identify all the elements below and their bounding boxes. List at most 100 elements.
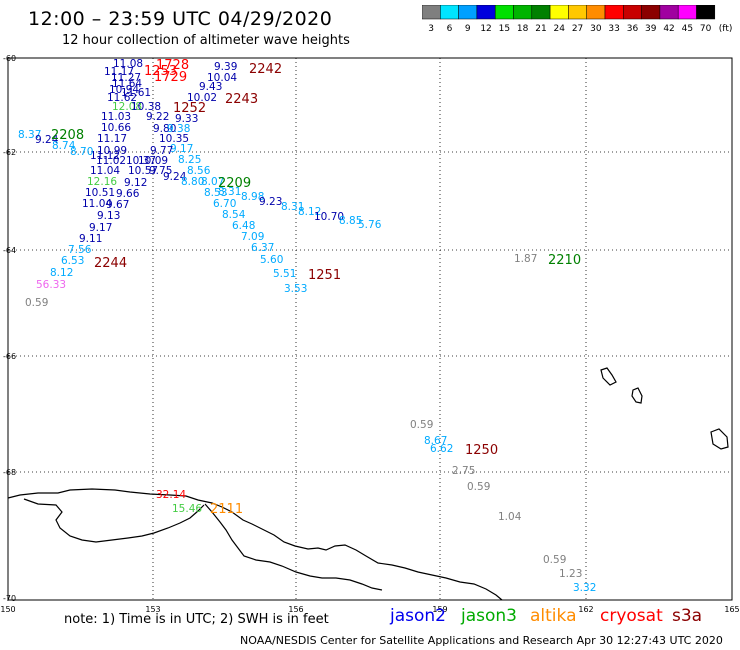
map-axis-labels: -60 -62 -64 -66 -68 -70 150 153 156 159 162 165 bbox=[0, 54, 739, 614]
islands bbox=[600, 367, 729, 450]
wave-height-label: 9.17 bbox=[170, 143, 193, 155]
wave-height-label: 11.17 bbox=[104, 66, 134, 78]
pass-time-label: 1252 bbox=[173, 101, 206, 116]
wave-height-label: 9.24 bbox=[35, 134, 59, 146]
legend-tick-label: 30 bbox=[590, 24, 602, 34]
wave-height-label: 1.87 bbox=[514, 253, 537, 265]
wave-height-label: 8.67 bbox=[424, 435, 447, 447]
legend-tick-label: 21 bbox=[535, 24, 546, 34]
wave-height-label: 11.12 bbox=[90, 150, 120, 162]
wave-height-label: 9.17 bbox=[89, 222, 112, 234]
pass-time-label: 2242 bbox=[249, 62, 282, 77]
pass-time-label: 1250 bbox=[465, 443, 498, 458]
legend-tick-label: 12 bbox=[480, 24, 491, 34]
wave-height-label: 10.09 bbox=[138, 155, 168, 167]
wave-height-label: 9.67 bbox=[106, 199, 129, 211]
wave-height-label: 8.70 bbox=[70, 146, 93, 158]
wave-height-label: 6.53 bbox=[61, 255, 84, 267]
wave-height-label: 10.35 bbox=[159, 133, 189, 145]
wave-height-label: 8.98 bbox=[241, 191, 264, 203]
lat-label: -62 bbox=[3, 148, 16, 157]
wave-height-label: 11.04 bbox=[82, 198, 112, 210]
wave-height-label: 10.38 bbox=[131, 101, 161, 113]
legend-tick-label: 27 bbox=[572, 24, 583, 34]
wave-height-label: 6.62 bbox=[430, 443, 453, 455]
wave-height-label: 9.24 bbox=[163, 171, 187, 183]
island-2 bbox=[631, 387, 643, 404]
wave-height-label: 10.51 bbox=[85, 187, 115, 199]
legend-unit: (ft) bbox=[719, 24, 732, 34]
lon-label: 153 bbox=[145, 605, 160, 614]
legend-tick-label: 42 bbox=[663, 24, 674, 34]
wave-height-label: 9.77 bbox=[150, 145, 173, 157]
wave-height-label: 8.54 bbox=[222, 209, 246, 221]
wave-height-label: 5.51 bbox=[273, 268, 296, 280]
legend-swatch bbox=[696, 5, 716, 20]
wave-height-label: 10.66 bbox=[101, 122, 131, 134]
wave-height-label: 56.33 bbox=[36, 279, 66, 291]
wave-height-label: 1.04 bbox=[498, 511, 522, 523]
wave-height-label: 8.37 bbox=[18, 129, 41, 141]
lat-label: -60 bbox=[3, 54, 16, 63]
wave-height-label: 11.02 bbox=[96, 155, 126, 167]
wave-height-label: 1.23 bbox=[559, 568, 582, 580]
legend-tick-label: 70 bbox=[700, 24, 712, 34]
legend-tick-label: 24 bbox=[554, 24, 566, 34]
pass-time-label: 2208 bbox=[51, 128, 84, 143]
lon-label: 162 bbox=[578, 605, 593, 614]
page-title: 12:00 – 23:59 UTC 04/29/2020 bbox=[28, 8, 333, 30]
lon-label: 156 bbox=[288, 605, 303, 614]
wave-height-label: 9.66 bbox=[116, 188, 140, 200]
wave-height-label: 9.43 bbox=[199, 81, 222, 93]
wave-height-label: 10.04 bbox=[207, 72, 237, 84]
color-legend: 3 6 9 12 15 18 21 24 27 30 33 36 39 42 45 70 (ft) bbox=[422, 5, 732, 34]
wave-height-label: 11.62 bbox=[107, 92, 137, 104]
wave-height-label: 10.70 bbox=[314, 211, 344, 223]
lat-label: -64 bbox=[3, 246, 16, 255]
pass-time-label: 2209 bbox=[218, 176, 251, 191]
wave-height-label: 11.03 bbox=[101, 111, 131, 123]
wave-height-label: 8.25 bbox=[178, 154, 201, 166]
coastline bbox=[7, 488, 503, 601]
wave-height-label: 9.23 bbox=[259, 196, 282, 208]
wave-height-label: 0.59 bbox=[410, 419, 433, 431]
legend-s3a: s3a bbox=[672, 606, 703, 626]
wave-height-label: 8.85 bbox=[339, 215, 362, 227]
lon-label: 159 bbox=[432, 605, 447, 614]
wave-height-label: 11.17 bbox=[97, 133, 127, 145]
wave-height-label: 8.53 bbox=[204, 187, 227, 199]
wave-height-label: 2.75 bbox=[452, 465, 475, 477]
wave-height-label: 10.02 bbox=[187, 92, 217, 104]
wave-height-label: 9.38 bbox=[167, 123, 190, 135]
legend-tick-label: 9 bbox=[465, 24, 471, 34]
wave-height-label: 10.99 bbox=[97, 145, 127, 157]
wave-height-label: 5.60 bbox=[260, 254, 283, 266]
wave-height-label: 9.75 bbox=[149, 165, 172, 177]
legend-tick-label: 39 bbox=[645, 24, 657, 34]
wave-height-label: 9.12 bbox=[124, 177, 147, 189]
wave-height-label: 11.08 bbox=[113, 58, 143, 70]
wave-height-label: 8.31 bbox=[218, 186, 241, 198]
wave-height-label: 11.27 bbox=[111, 72, 141, 84]
legend-tick-label: 18 bbox=[517, 24, 529, 34]
island-1 bbox=[600, 367, 617, 386]
credit-footer: NOAA/NESDIS Center for Satellite Applica… bbox=[240, 634, 723, 647]
wave-height-label: 11.04 bbox=[90, 165, 120, 177]
pass-time-label: 1729 bbox=[154, 70, 187, 85]
wave-height-label: 12.08 bbox=[112, 101, 142, 113]
wave-height-label: 10.94 bbox=[109, 84, 139, 96]
island-3 bbox=[710, 428, 729, 450]
legend-jason2: jason2 bbox=[390, 606, 446, 626]
legend-tick-label: 33 bbox=[608, 24, 619, 34]
footnote: note: 1) Time is in UTC; 2) SWH is in fe… bbox=[64, 612, 329, 627]
wave-height-label: 10.57 bbox=[128, 165, 158, 177]
wave-height-label: 6.70 bbox=[213, 198, 236, 210]
wave-height-label: 7.09 bbox=[241, 231, 264, 243]
pass-time-label: 1251 bbox=[308, 268, 341, 283]
wave-height-label: 8.31 bbox=[281, 201, 304, 213]
map-border bbox=[7, 57, 733, 601]
legend-tick-label: 15 bbox=[499, 24, 510, 34]
legend-tick-label: 3 bbox=[428, 24, 434, 34]
